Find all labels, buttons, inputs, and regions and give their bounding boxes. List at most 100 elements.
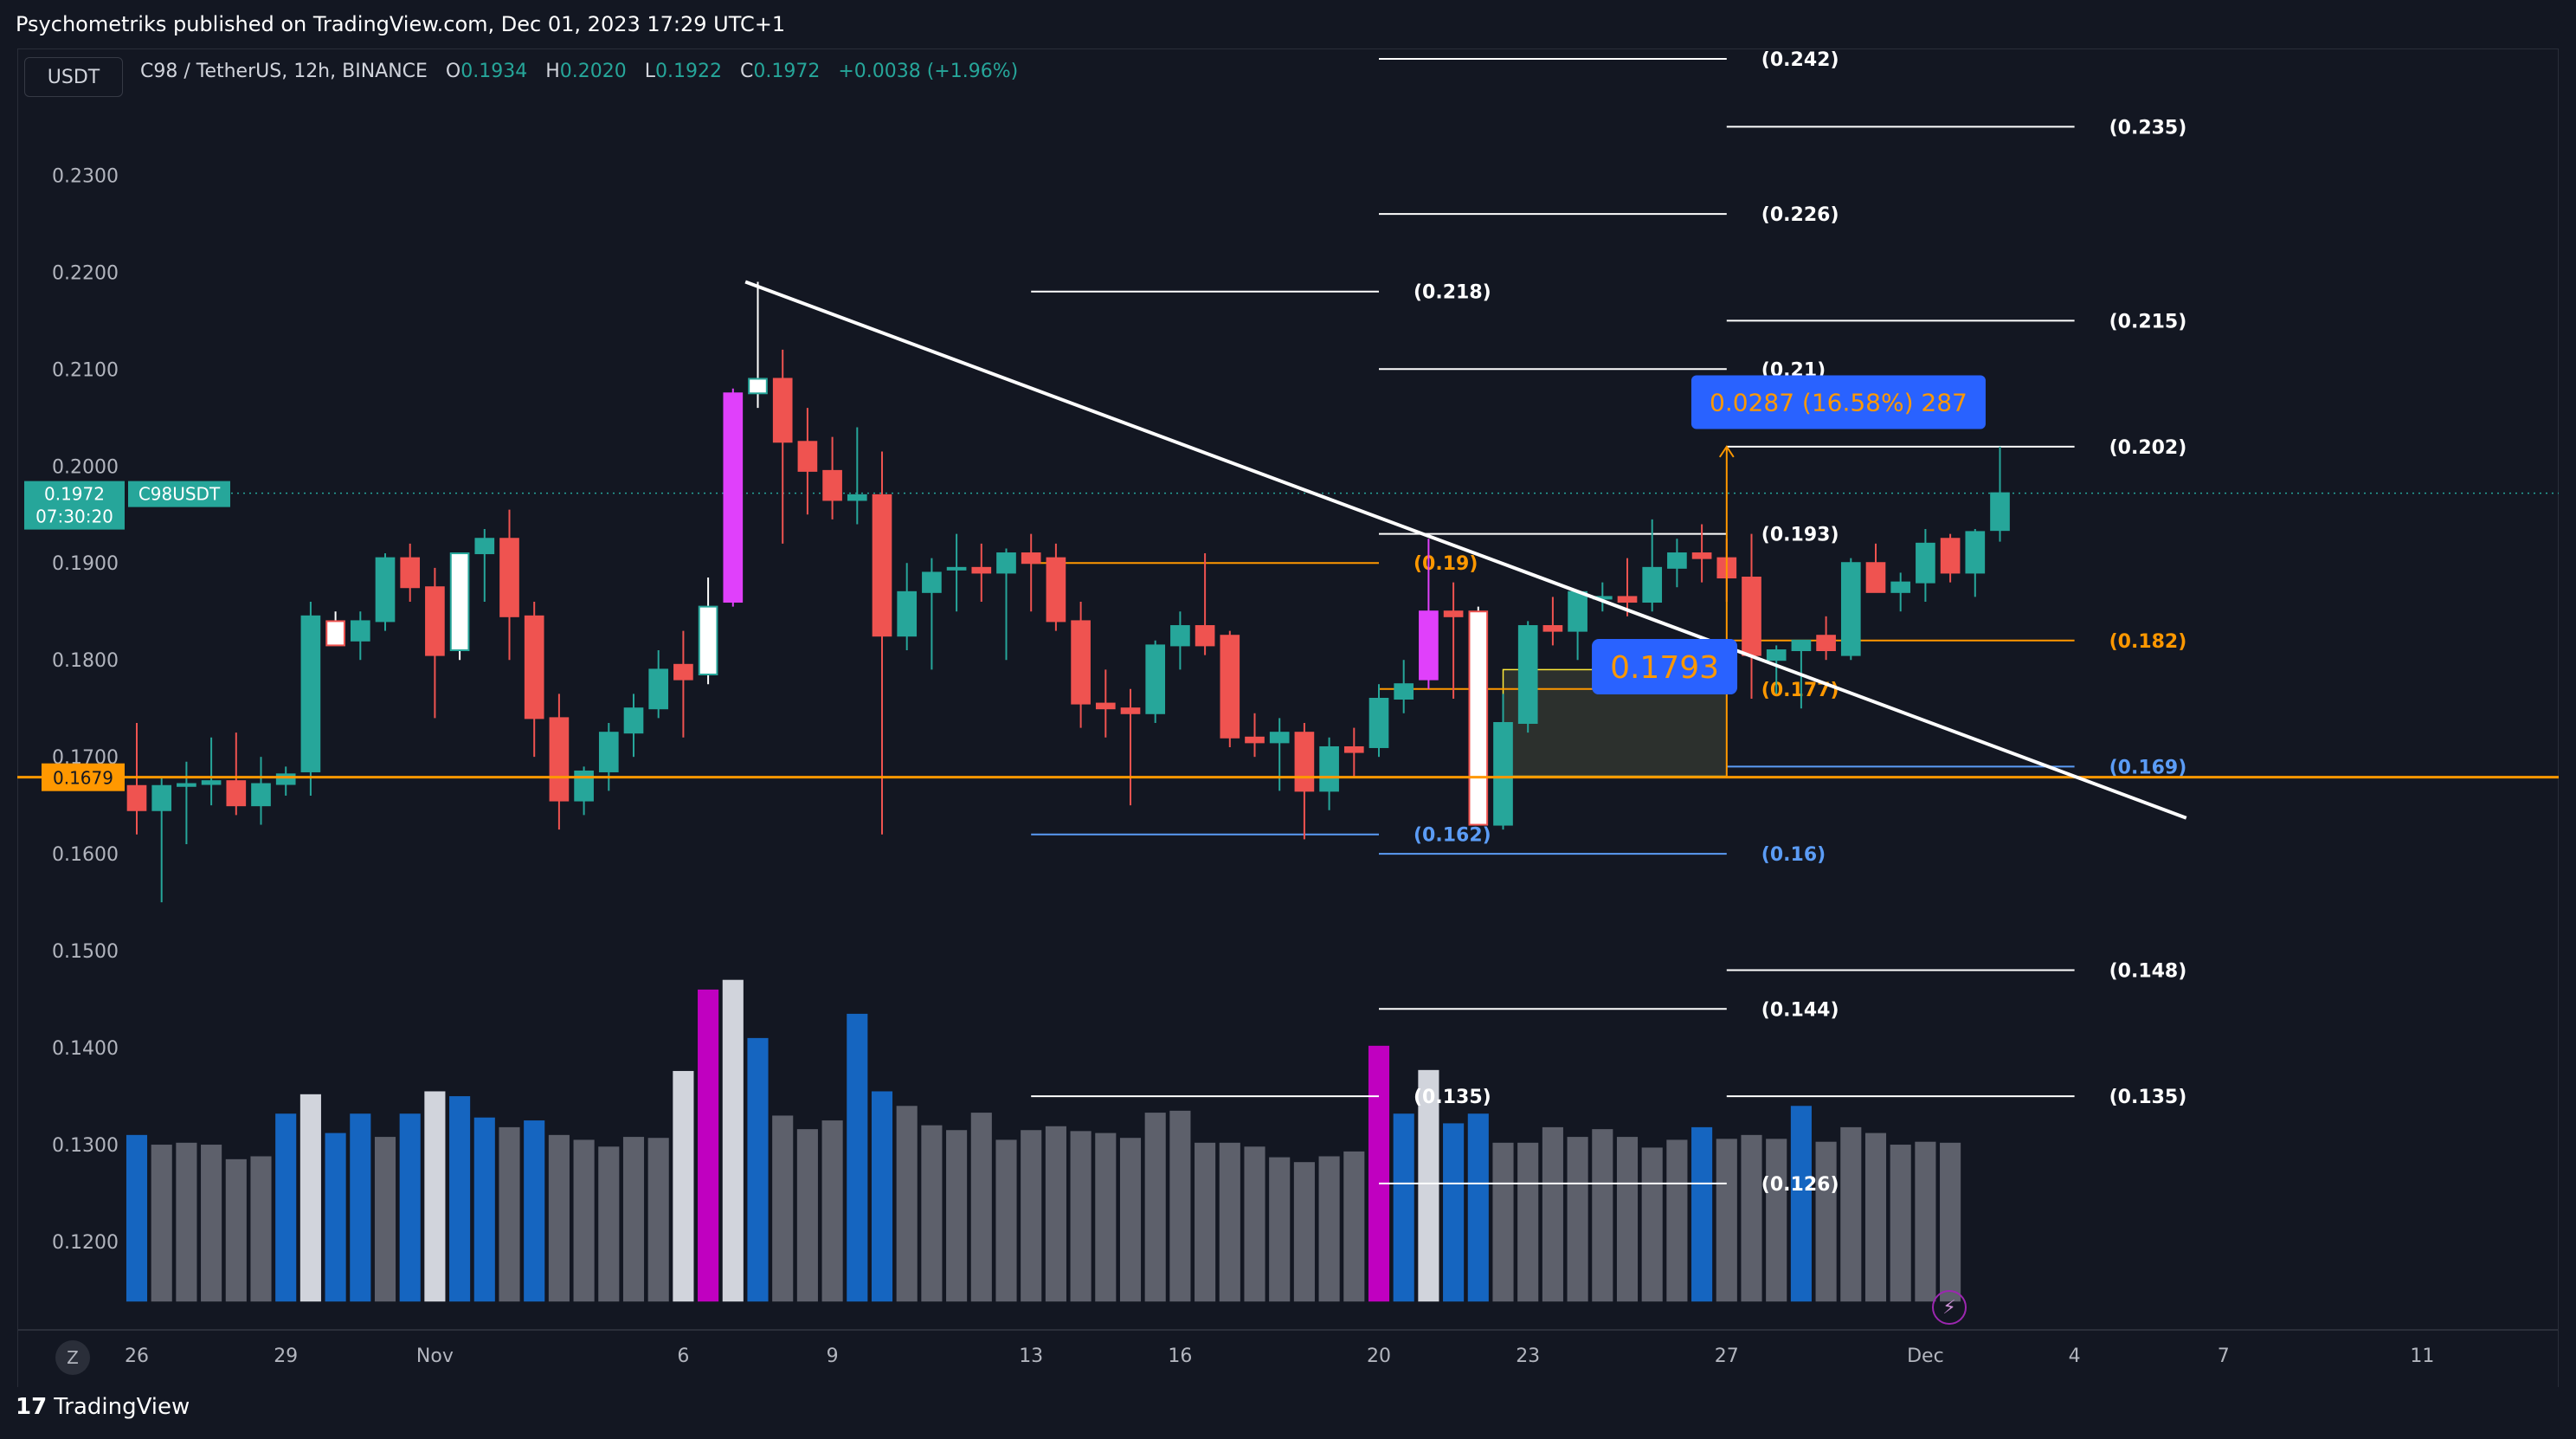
volume-bar <box>1940 1142 1961 1302</box>
volume-bar <box>896 1106 918 1302</box>
volume-bar <box>151 1145 172 1302</box>
volume-bar <box>1567 1137 1588 1302</box>
candle-body <box>350 620 370 642</box>
volume-bar <box>921 1125 943 1302</box>
candle-body <box>623 707 644 734</box>
volume-bar <box>647 1138 669 1302</box>
tradingview-logo-icon: 𝟭𝟳 <box>16 1394 48 1420</box>
candle-body <box>201 780 222 785</box>
candle-body <box>598 732 619 772</box>
candle-body <box>1691 552 1712 559</box>
x-tick-label: 9 <box>827 1345 839 1367</box>
volume-bar <box>1119 1138 1142 1302</box>
level-label: (0.148) <box>2109 961 2187 983</box>
volume-bar <box>126 1134 148 1302</box>
volume-bar <box>1716 1139 1737 1302</box>
candle-body <box>375 557 396 623</box>
volume-bar <box>1691 1126 1713 1302</box>
volume-bar <box>524 1120 545 1302</box>
volume-bar <box>201 1145 222 1302</box>
volume-bar <box>772 1115 794 1302</box>
candle-body <box>1816 635 1836 652</box>
volume-bar <box>374 1137 396 1302</box>
open-label: O <box>445 61 461 82</box>
volume-bar <box>573 1139 595 1302</box>
support-tag-label: 0.1679 <box>53 768 113 789</box>
x-tick-label: Nov <box>416 1345 454 1367</box>
volume-bar <box>350 1113 371 1302</box>
candle-body <box>251 783 271 807</box>
x-tick-label: 13 <box>1019 1345 1043 1367</box>
last-price-tag <box>24 481 125 530</box>
level-label: (0.135) <box>1414 1087 1491 1108</box>
volume-bar <box>1840 1126 1862 1302</box>
candle-body <box>1145 644 1166 714</box>
candle-body <box>1840 562 1861 656</box>
candle-body <box>1865 562 1886 593</box>
zoom-icon[interactable]: Z <box>55 1340 90 1375</box>
volume-bar <box>1741 1134 1762 1302</box>
candle-body <box>648 668 669 710</box>
level-label: (0.193) <box>1761 525 1839 546</box>
last-price-value: 0.1972 <box>44 484 105 505</box>
level-label: (0.218) <box>1414 282 1491 304</box>
y-tick-label: 0.1500 <box>52 941 119 963</box>
currency-button[interactable]: USDT <box>24 57 123 97</box>
level-label: (0.144) <box>1761 999 1839 1021</box>
volume-bar <box>698 989 719 1302</box>
candle-body <box>1368 697 1389 748</box>
lightning-icon[interactable]: ⚡ <box>1932 1290 1967 1325</box>
x-tick-label: 29 <box>274 1345 298 1367</box>
candle-body <box>1443 610 1464 617</box>
volume-bar <box>847 1013 868 1302</box>
tradingview-brand[interactable]: 𝟭𝟳 TradingView <box>16 1394 190 1420</box>
candle-body <box>226 780 247 807</box>
level-label: (0.226) <box>1761 204 1839 226</box>
volume-bar <box>499 1126 520 1302</box>
volume-bar <box>176 1142 197 1302</box>
y-tick-label: 0.1300 <box>52 1135 119 1157</box>
candle-body <box>549 717 570 802</box>
volume-bar <box>1766 1139 1787 1302</box>
x-tick-label: 20 <box>1367 1345 1391 1367</box>
candle-body <box>499 538 519 617</box>
y-tick-label: 0.2200 <box>52 262 119 284</box>
volume-bar <box>946 1130 968 1302</box>
candle-body <box>1343 745 1364 753</box>
symbol-title[interactable]: C98 / TetherUS, 12h, BINANCE <box>140 61 428 82</box>
candle-body <box>300 615 321 772</box>
candle-body <box>1269 732 1290 744</box>
candle-body <box>1220 635 1240 739</box>
level-label: (0.169) <box>2109 757 2187 778</box>
change-value: +0.0038 (+1.96%) <box>838 61 1019 82</box>
volume-bar <box>225 1158 247 1302</box>
volume-bar <box>1815 1141 1837 1302</box>
candle-body <box>1195 625 1215 647</box>
candle-body <box>400 557 421 589</box>
volume-bar <box>1045 1126 1066 1302</box>
candle-body <box>1493 721 1513 826</box>
symbol-tag <box>128 481 230 507</box>
volume-bar <box>1616 1137 1639 1302</box>
volume-bar <box>1343 1151 1365 1302</box>
candle-body <box>177 783 196 787</box>
y-tick-label: 0.1200 <box>52 1232 119 1254</box>
level-label: (0.242) <box>1761 49 1839 71</box>
volume-bar <box>1915 1141 1936 1302</box>
open-value: 0.1934 <box>460 61 528 82</box>
close-value: 0.1972 <box>753 61 821 82</box>
y-tick-label: 0.2000 <box>52 456 119 478</box>
volume-bar <box>399 1113 421 1302</box>
candle-body <box>151 784 172 811</box>
y-tick-label: 0.2100 <box>52 359 119 381</box>
level-label: (0.135) <box>2109 1087 2187 1108</box>
candle-body <box>822 469 842 501</box>
candle-body <box>1517 625 1538 724</box>
volume-bar <box>325 1132 346 1302</box>
candle-body <box>1916 542 1935 584</box>
candle-body <box>897 590 918 637</box>
volume-bar <box>796 1129 818 1302</box>
volume-bar <box>473 1117 495 1302</box>
bottom-bar <box>0 1387 2576 1439</box>
